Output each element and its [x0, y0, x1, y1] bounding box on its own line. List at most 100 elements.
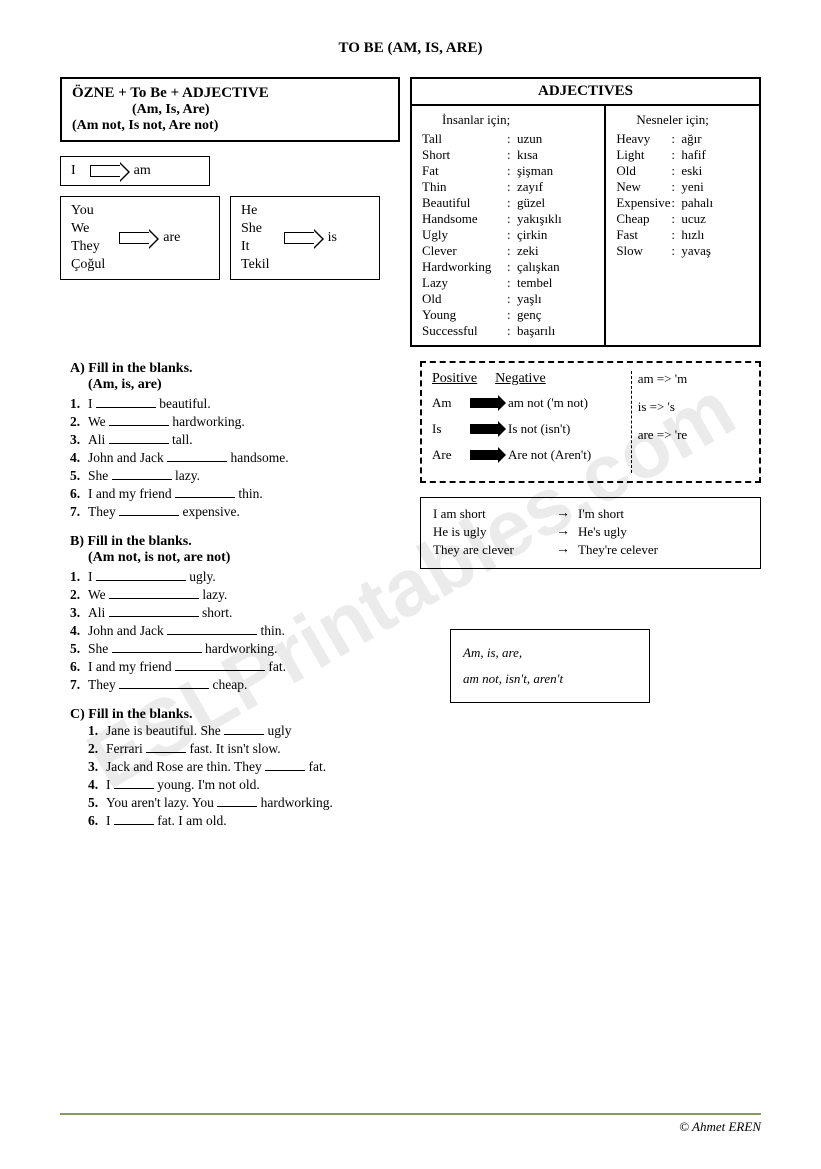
formula-box: ÖZNE + To Be + ADJECTIVE (Am, Is, Are) (…	[60, 77, 400, 142]
pronoun-it: It	[241, 239, 270, 255]
blank-input[interactable]	[265, 770, 305, 771]
exercise-item: 4.I young. I'm not old.	[88, 777, 400, 793]
verb-is: is	[328, 230, 337, 246]
positive-label: Positive	[432, 371, 477, 387]
adjective-row: Old:eski	[616, 163, 749, 179]
blank-input[interactable]	[96, 580, 186, 581]
exercise-item: 1.Jane is beautiful. She ugly	[88, 723, 400, 739]
exercise-item: 7.They expensive.	[70, 504, 400, 520]
exercise-b-head: B) Fill in the blanks.	[70, 534, 400, 550]
adjective-row: Cheap:ucuz	[616, 211, 749, 227]
arrow-icon: →	[556, 542, 570, 558]
formula-line3: (Am not, Is not, Are not)	[72, 118, 388, 134]
blank-input[interactable]	[114, 788, 154, 789]
pronoun-they: They	[71, 239, 105, 255]
adjective-row: Thin:zayıf	[422, 179, 594, 195]
exercise-item: 7.They cheap.	[70, 677, 400, 693]
adjective-row: Hardworking:çalışkan	[422, 259, 594, 275]
adjective-row: Heavy:ağır	[616, 131, 749, 147]
blank-input[interactable]	[224, 734, 264, 735]
adjective-row: Fast:hızlı	[616, 227, 749, 243]
adjective-row: Expensive:pahalı	[616, 195, 749, 211]
exercise-a-head: A) Fill in the blanks.	[70, 361, 400, 377]
footer-divider	[60, 1113, 761, 1115]
blank-input[interactable]	[112, 479, 172, 480]
adjectives-things-col: Nesneler için; Heavy:ağırLight:hafifOld:…	[606, 106, 759, 345]
footer-author: © Ahmet EREN	[60, 1119, 761, 1135]
adjective-row: Clever:zeki	[422, 243, 594, 259]
exercise-item: 5.She lazy.	[70, 468, 400, 484]
arrow-icon	[284, 232, 314, 244]
adjective-row: Short:kısa	[422, 147, 594, 163]
short-form-row: am => 'm	[638, 371, 749, 387]
blank-input[interactable]	[112, 652, 202, 653]
short-form-row: are => 're	[638, 427, 749, 443]
posneg-row: Amam not ('m not)	[432, 395, 623, 411]
blank-input[interactable]	[217, 806, 257, 807]
people-header: İnsanlar için;	[442, 112, 594, 128]
pronoun-singular: Tekil	[241, 257, 270, 273]
adjective-row: Old:yaşlı	[422, 291, 594, 307]
blank-input[interactable]	[109, 616, 199, 617]
exercise-item: 1.I ugly.	[70, 569, 400, 585]
exercise-item: 6.I and my friend thin.	[70, 486, 400, 502]
blank-input[interactable]	[109, 425, 169, 426]
adjective-row: Successful:başarılı	[422, 323, 594, 339]
posneg-row: IsIs not (isn't)	[432, 421, 623, 437]
formula-line2: (Am, Is, Are)	[132, 102, 388, 118]
adjective-row: Lazy:tembel	[422, 275, 594, 291]
blank-input[interactable]	[167, 461, 227, 462]
adjective-row: Fat:şişman	[422, 163, 594, 179]
page-title: TO BE (AM, IS, ARE)	[60, 40, 761, 57]
exercise-item: 6.I and my friend fat.	[70, 659, 400, 675]
blank-input[interactable]	[114, 824, 154, 825]
hint-line1: Am, is, are,	[463, 640, 637, 666]
exercise-item: 2.We hardworking.	[70, 414, 400, 430]
exercise-c-head: C) Fill in the blanks.	[70, 707, 400, 723]
formula-line1: ÖZNE + To Be + ADJECTIVE	[72, 85, 388, 102]
hint-box: Am, is, are, am not, isn't, aren't	[450, 629, 650, 703]
exercise-a-sub: (Am, is, are)	[88, 377, 400, 393]
adjective-row: Handsome:yakışıklı	[422, 211, 594, 227]
pronoun-plural: Çoğul	[71, 257, 105, 273]
blank-input[interactable]	[167, 634, 257, 635]
exercise-item: 3.Ali tall.	[70, 432, 400, 448]
exercise-item: 6.I fat. I am old.	[88, 813, 400, 829]
blank-input[interactable]	[109, 598, 199, 599]
blank-input[interactable]	[119, 515, 179, 516]
exercise-item: 4.John and Jack handsome.	[70, 450, 400, 466]
things-header: Nesneler için;	[636, 112, 749, 128]
exercise-item: 1.I beautiful.	[70, 396, 400, 412]
contraction-row: They are clever→They're celever	[433, 542, 748, 558]
adjectives-title: ADJECTIVES	[412, 79, 759, 106]
exercise-b-sub: (Am not, is not, are not)	[88, 550, 400, 566]
pronoun-box-is: He She It Tekil is	[230, 196, 380, 280]
arrow-icon: →	[556, 524, 570, 540]
exercise-item: 3.Ali short.	[70, 605, 400, 621]
adjective-row: New:yeni	[616, 179, 749, 195]
arrow-icon: →	[556, 506, 570, 522]
adjectives-people-col: İnsanlar için; Tall:uzunShort:kısaFat:şi…	[412, 106, 606, 345]
adjective-row: Young:genç	[422, 307, 594, 323]
arrow-icon	[470, 424, 498, 434]
blank-input[interactable]	[146, 752, 186, 753]
posneg-row: AreAre not (Aren't)	[432, 447, 623, 463]
exercise-c: C) Fill in the blanks. 1.Jane is beautif…	[60, 707, 400, 829]
adjectives-table: ADJECTIVES İnsanlar için; Tall:uzunShort…	[410, 77, 761, 347]
pronoun-box-i: I am	[60, 156, 210, 186]
exercise-b: B) Fill in the blanks. (Am not, is not, …	[60, 534, 400, 693]
arrow-icon	[90, 165, 120, 177]
blank-input[interactable]	[109, 443, 169, 444]
blank-input[interactable]	[96, 407, 156, 408]
pronoun-box-are: You We They Çoğul are	[60, 196, 220, 280]
blank-input[interactable]	[119, 688, 209, 689]
blank-input[interactable]	[175, 670, 265, 671]
exercise-item: 2.We lazy.	[70, 587, 400, 603]
blank-input[interactable]	[175, 497, 235, 498]
short-form-row: is => 's	[638, 399, 749, 415]
arrow-icon	[470, 398, 498, 408]
exercise-item: 2.Ferrari fast. It isn't slow.	[88, 741, 400, 757]
pronoun-i: I	[71, 163, 76, 179]
verb-are: are	[163, 230, 180, 246]
pronoun-he: He	[241, 203, 270, 219]
